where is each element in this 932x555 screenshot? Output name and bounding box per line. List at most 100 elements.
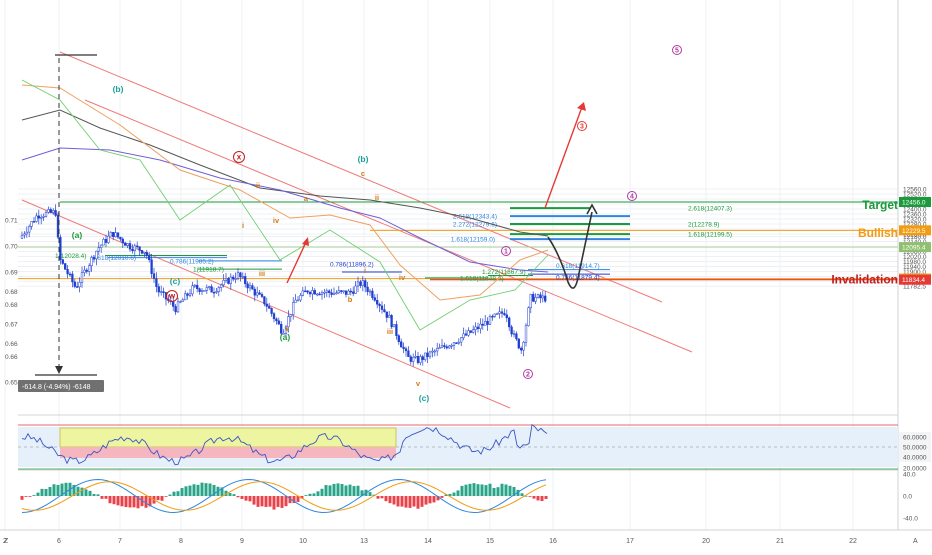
candle-body [61,259,64,264]
wave-label: iii [387,327,393,336]
candle-body [340,290,343,292]
right-axis-tick: 11782.5 [903,284,926,291]
price-badge-text: 12456.0 [902,200,926,207]
candle-body [407,350,410,357]
time-axis-tick: 22 [849,538,857,545]
candle-body [59,237,62,260]
rsi-highlight-zone [59,427,397,448]
macd-histogram-bar [88,490,92,496]
candle-body [253,288,256,296]
macd-histogram-bar [508,485,512,496]
measure-label-bg [18,380,104,392]
macd-histogram-bar [504,484,508,496]
candle-body [248,285,252,289]
macd-histogram-bar [204,483,208,496]
wave-label: b [348,295,353,304]
candle-body [244,276,247,285]
right-axis-tick: 12060.0 [903,249,927,256]
macd-histogram-bar [496,487,500,496]
macd-signal-line [21,481,547,511]
macd-histogram-bar [24,496,28,497]
macd-histogram-bar [56,484,60,496]
macd-histogram-bar [532,496,536,499]
macd-histogram-bar [484,485,488,496]
wave-label: 2 [526,372,530,379]
macd-histogram-bar [444,494,448,496]
candle-body [181,299,184,302]
macd-histogram-bar [456,490,460,496]
macd-histogram-bar [260,496,264,507]
candle-body [119,236,122,240]
candle-body [205,287,208,291]
candle-body [493,313,496,317]
wave-label: ii [375,193,379,202]
candle-body [296,299,300,302]
price-badge-text: 12229.5 [902,228,926,235]
macd-histogram-bar [432,496,436,503]
wave-label-circle [501,246,511,256]
right-axis-tick: 12360.0 [903,212,927,219]
macd-histogram-bar [92,494,96,496]
candle-body [505,314,508,319]
candle-body [188,293,192,296]
fib-label: 2.618(12407.3) [688,206,732,213]
macd-histogram-bar [296,496,300,502]
wave-label: i [242,221,244,230]
right-axis-tick: 12180.0 [903,234,927,241]
candle-body [234,278,237,280]
candle-body [313,290,316,295]
macd-histogram-bar [208,483,212,496]
candle-body [124,242,127,246]
right-axis-tick: 12280.0 [903,222,927,229]
macd-histogram-bar [452,492,456,496]
time-axis-tick: 14 [424,538,432,545]
candle-body [176,301,180,313]
macd-axis-tick: 40.0 [903,472,916,479]
candle-body [263,296,266,305]
candle-body [414,355,417,358]
candle-body [100,244,103,248]
fib-label: 1.618(12010.6) [92,255,136,262]
macd-histogram-bar [120,496,124,507]
macd-axis-tick: 0.0 [903,494,912,501]
candle-body [443,345,446,347]
macd-histogram-bar [512,486,516,496]
macd-histogram-bar [60,483,64,496]
macd-histogram-bar [360,490,364,496]
fib-label: 1.618(12199.5) [688,232,732,239]
macd-histogram-bar [280,496,284,508]
ema21-line [21,84,549,301]
macd-histogram-bar [184,486,188,496]
candle-body [510,326,513,335]
rsi-axis-tick: 50.0000 [903,445,927,452]
candle-body [66,269,69,275]
candle-body [73,281,76,287]
candle-body [460,337,463,343]
wave-label: (c) [419,393,430,403]
time-axis-tick: 17 [626,538,634,545]
candle-body [107,235,110,243]
candle-body [301,290,304,296]
macd-histogram-bar [276,496,280,507]
macd-histogram-bar [248,496,252,502]
candle-body [265,303,268,307]
candle-body [121,238,124,244]
wave-label: (c) [170,276,181,286]
candle-body [368,290,372,293]
right-axis-tick: 11900.0 [903,269,926,276]
candle-body [208,286,211,288]
fib-label: 0.618(11914.7) [556,263,600,270]
wave-label: v [416,379,421,388]
candle-body [90,257,93,266]
candle-body [85,269,88,272]
candle-body [474,326,477,330]
candle-body [404,348,408,352]
wave-label-circle [166,290,178,302]
candle-body [503,313,506,316]
candle-body [464,333,468,336]
candle-body [436,348,439,352]
candle-body [239,272,242,278]
candle-body [268,306,271,309]
candle-body [383,309,386,313]
candle-body [349,290,352,293]
